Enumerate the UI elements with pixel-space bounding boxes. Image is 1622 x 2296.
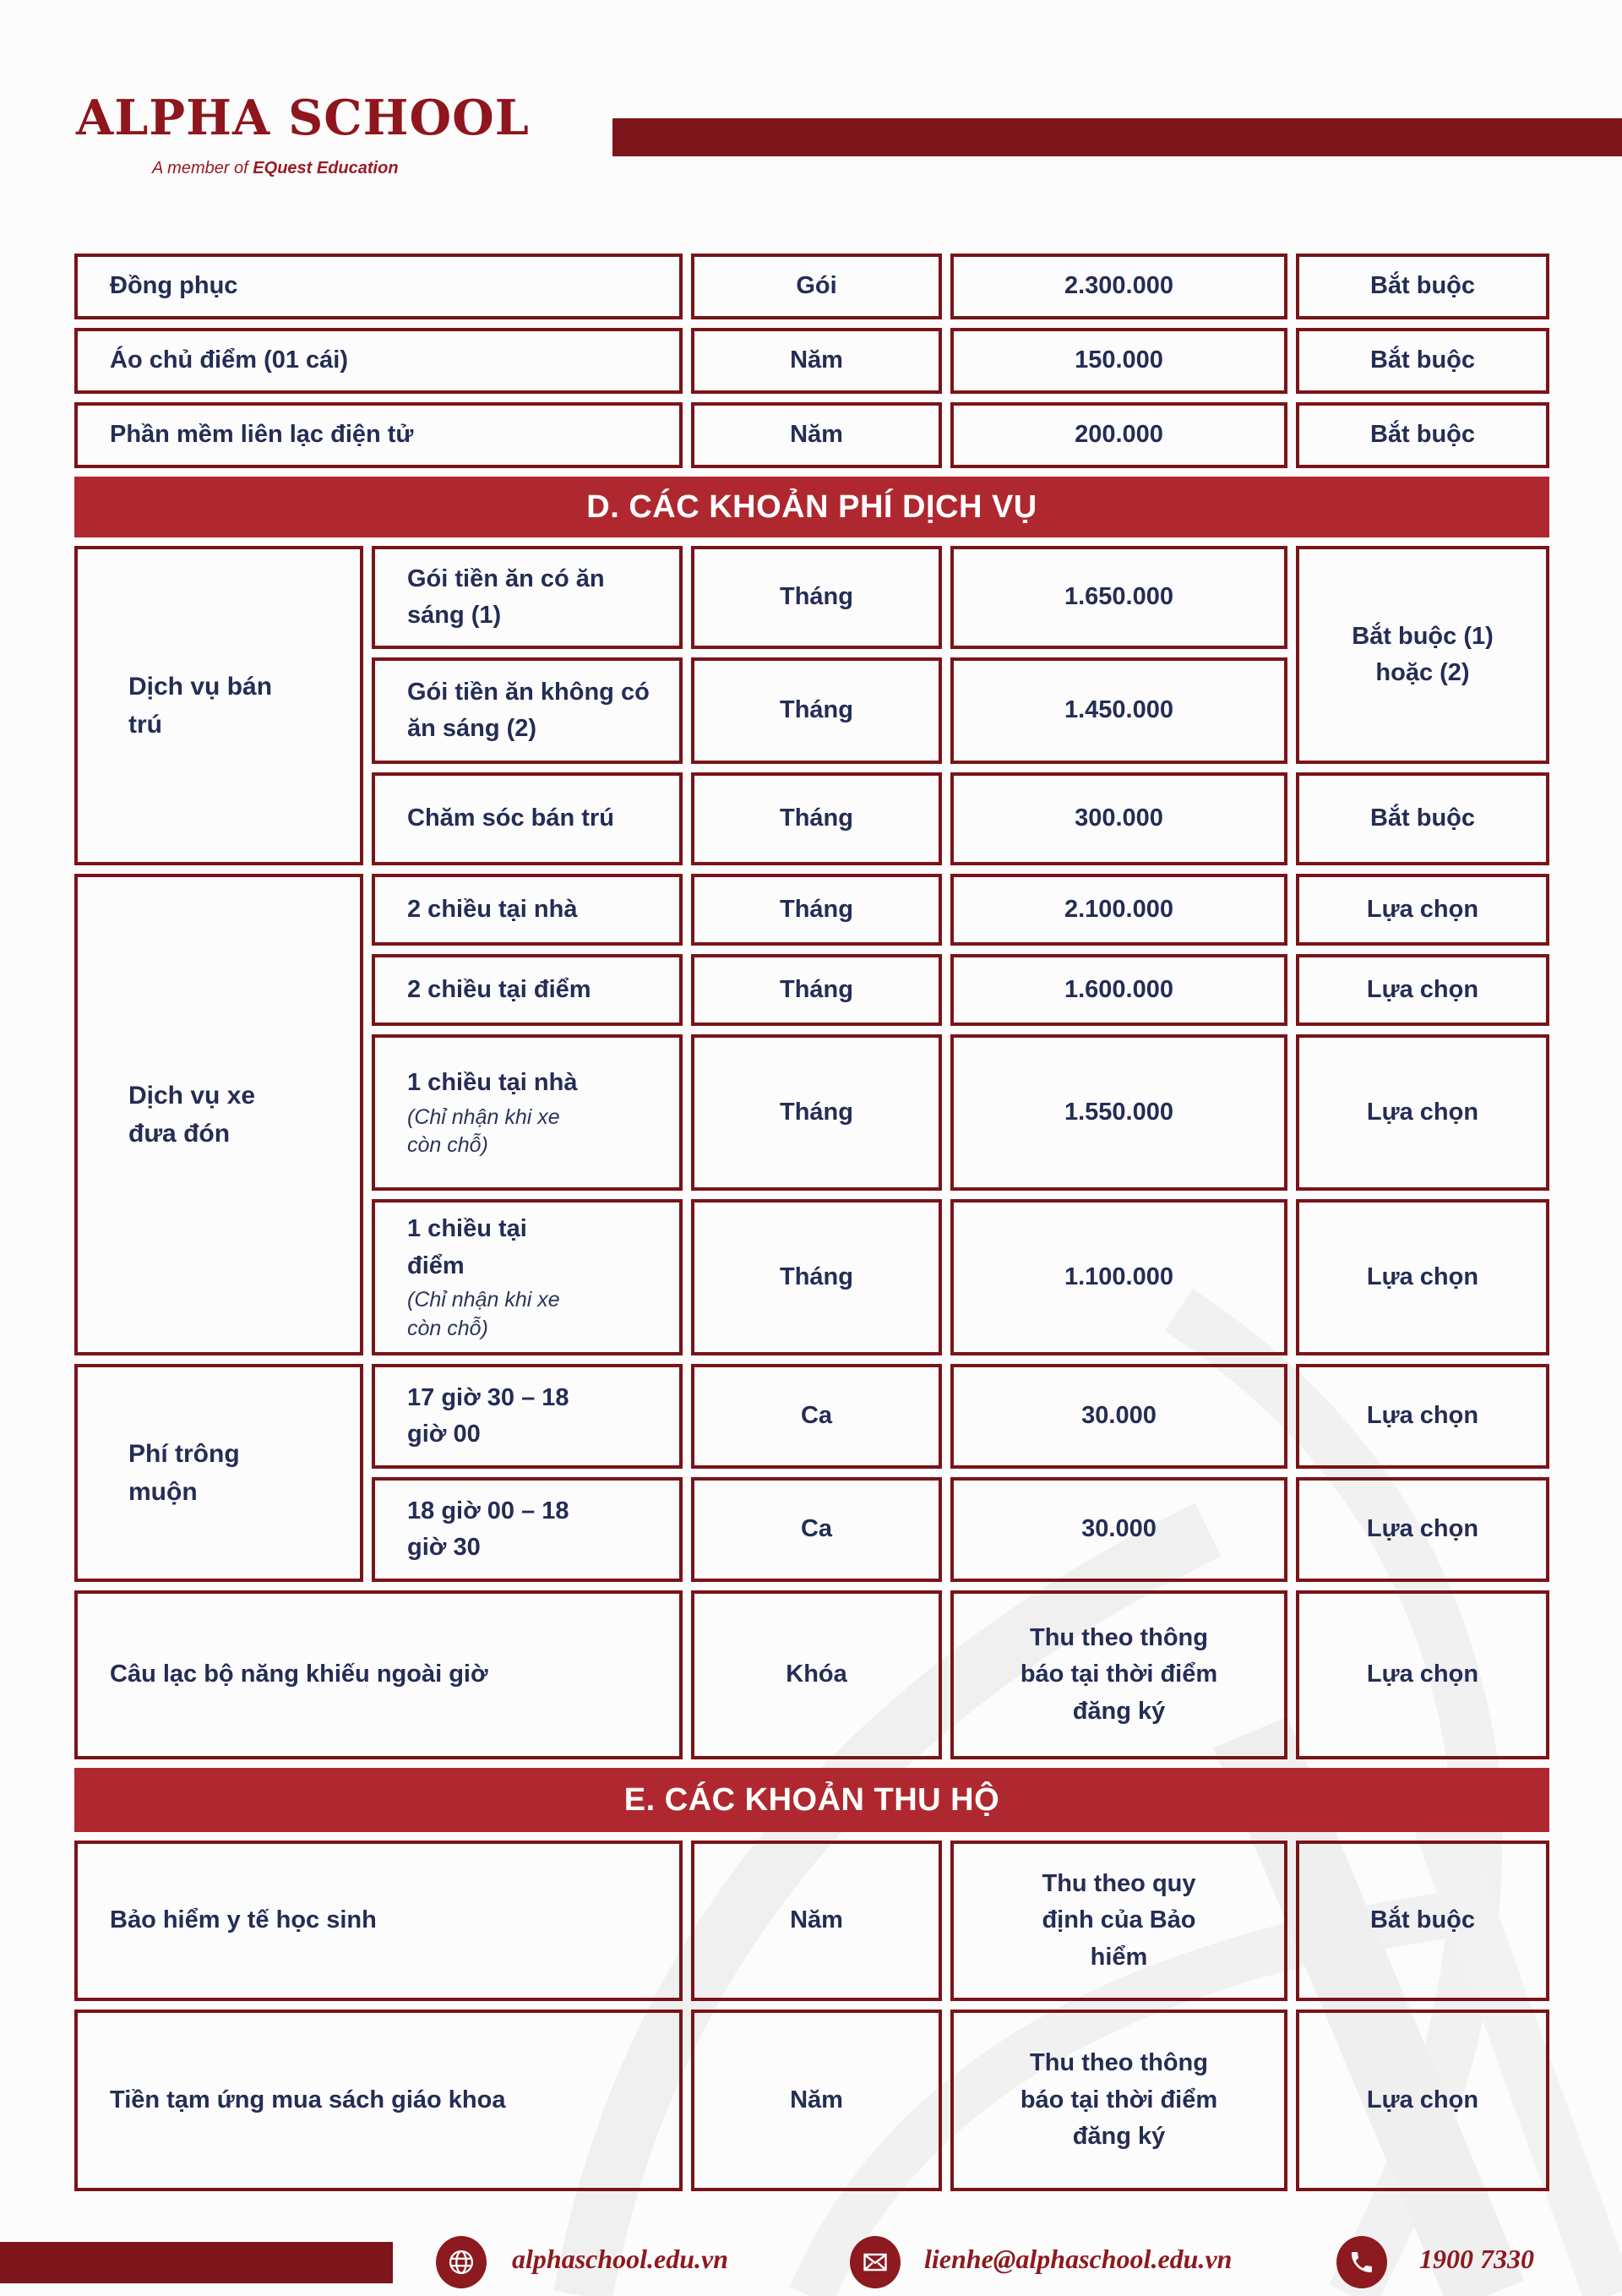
- fee-item-cell: Gói tiền ăn có ăn sáng (1): [372, 546, 683, 649]
- school-logo-subtitle: A member of EQuest Education: [152, 159, 399, 178]
- fee-unit-cell: Năm: [691, 402, 942, 468]
- fee-item-cell: 18 giờ 00 – 18 giờ 30: [372, 1477, 683, 1582]
- fee-item-note: (Chỉ nhận khi xe còn chỗ): [407, 1288, 560, 1340]
- fee-required-cell: Lựa chọn: [1296, 874, 1549, 946]
- logo-subtitle-brand: EQuest Education: [253, 159, 399, 177]
- mail-icon: [850, 2236, 901, 2288]
- fee-unit-cell: Năm: [691, 2010, 942, 2191]
- fee-amount-cell: 1.100.000: [950, 1199, 1287, 1355]
- fee-table: Đồng phục Gói 2.300.000 Bắt buộc Áo chủ …: [74, 254, 1550, 2191]
- fee-required-cell: Lựa chọn: [1296, 1364, 1549, 1469]
- fee-item-cell: 2 chiều tại điểm: [372, 954, 683, 1026]
- fee-unit-cell: Tháng: [691, 874, 942, 946]
- fee-unit-cell: Gói: [691, 254, 942, 319]
- fee-required-cell: Bắt buộc: [1296, 772, 1549, 865]
- fee-unit-cell: Tháng: [691, 1199, 942, 1355]
- fee-required-cell: Bắt buộc: [1296, 402, 1549, 468]
- fee-unit-cell: Tháng: [691, 772, 942, 865]
- fee-item-cell: Chăm sóc bán trú: [372, 772, 683, 865]
- header-accent-bar: [612, 118, 1622, 156]
- fee-required-cell: Lựa chọn: [1296, 2010, 1549, 2191]
- fee-amount-cell: 1.550.000: [950, 1034, 1287, 1191]
- fee-amount-cell: 30.000: [950, 1477, 1287, 1582]
- fee-unit-cell: Tháng: [691, 954, 942, 1026]
- fee-item-cell: 2 chiều tại nhà: [372, 874, 683, 946]
- fee-item-cell: Bảo hiểm y tế học sinh: [74, 1841, 683, 2001]
- fee-unit-cell: Tháng: [691, 657, 942, 764]
- phone-icon: [1336, 2236, 1387, 2288]
- section-e-header: E. CÁC KHOẢN THU HỘ: [74, 1768, 1549, 1832]
- fee-group-cell-trong-muon: Phí trông muộn: [74, 1364, 363, 1582]
- fee-required-cell: Bắt buộc: [1296, 1841, 1549, 2001]
- fee-item-cell: 1 chiều tại điểm (Chỉ nhận khi xe còn chỗ…: [372, 1199, 683, 1355]
- footer-phone-link[interactable]: 1900 7330: [1419, 2244, 1534, 2274]
- fee-group-cell-ban-tru: Dịch vụ bán trú: [74, 546, 363, 865]
- fee-required-cell: Bắt buộc: [1296, 254, 1549, 319]
- fee-amount-cell: 300.000: [950, 772, 1287, 865]
- fee-item-cell: Áo chủ điểm (01 cái): [74, 328, 683, 394]
- fee-required-cell: Lựa chọn: [1296, 1199, 1549, 1355]
- fee-required-merged-cell: Bắt buộc (1) hoặc (2): [1296, 546, 1549, 764]
- fee-item-cell: Tiền tạm ứng mua sách giáo khoa: [74, 2010, 683, 2191]
- fee-item-cell: 17 giờ 30 – 18 giờ 00: [372, 1364, 683, 1469]
- fee-group-cell-xe-dua-don: Dịch vụ xe đưa đón: [74, 874, 363, 1355]
- school-logo-title: ALPHA SCHOOL: [76, 90, 530, 146]
- footer-website-link[interactable]: alphaschool.edu.vn: [512, 2244, 729, 2274]
- fee-amount-cell: 2.100.000: [950, 874, 1287, 946]
- footer-accent-bar: [0, 2242, 393, 2283]
- fee-unit-cell: Ca: [691, 1477, 942, 1582]
- fee-required-cell: Lựa chọn: [1296, 1477, 1549, 1582]
- fee-unit-cell: Tháng: [691, 1034, 942, 1191]
- fee-item-cell: Phần mềm liên lạc điện tử: [74, 402, 683, 468]
- fee-required-cell: Lựa chọn: [1296, 1590, 1549, 1759]
- fee-item-note: (Chỉ nhận khi xe còn chỗ): [407, 1104, 560, 1158]
- fee-amount-cell: 1.450.000: [950, 657, 1287, 764]
- section-d-header: D. CÁC KHOẢN PHÍ DỊCH VỤ: [74, 477, 1549, 537]
- fee-required-cell: Lựa chọn: [1296, 954, 1549, 1026]
- fee-amount-cell: Thu theo thông báo tại thời điểm đăng ký: [950, 1590, 1287, 1759]
- fee-amount-cell: 30.000: [950, 1364, 1287, 1469]
- fee-amount-cell: 1.600.000: [950, 954, 1287, 1026]
- fee-amount-cell: 200.000: [950, 402, 1287, 468]
- globe-icon: [436, 2236, 487, 2288]
- footer-email-link[interactable]: lienhe@alphaschool.edu.vn: [924, 2244, 1233, 2274]
- fee-amount-cell: Thu theo thông báo tại thời điểm đăng ký: [950, 2010, 1287, 2191]
- fee-amount-cell: 150.000: [950, 328, 1287, 394]
- fee-item-cell: 1 chiều tại nhà (Chỉ nhận khi xe còn chỗ): [372, 1034, 683, 1191]
- fee-required-cell: Lựa chọn: [1296, 1034, 1549, 1191]
- fee-amount-cell: Thu theo quy định của Bảo hiểm: [950, 1841, 1287, 2001]
- fee-unit-cell: Tháng: [691, 546, 942, 649]
- fee-unit-cell: Năm: [691, 328, 942, 394]
- fee-amount-cell: 2.300.000: [950, 254, 1287, 319]
- logo-subtitle-prefix: A member of: [152, 159, 253, 177]
- fee-amount-cell: 1.650.000: [950, 546, 1287, 649]
- fee-item-cell: Gói tiền ăn không có ăn sáng (2): [372, 657, 683, 764]
- fee-unit-cell: Ca: [691, 1364, 942, 1469]
- fee-item-cell: Câu lạc bộ năng khiếu ngoài giờ: [74, 1590, 683, 1759]
- fee-required-cell: Bắt buộc: [1296, 328, 1549, 394]
- fee-unit-cell: Năm: [691, 1841, 942, 2001]
- fee-unit-cell: Khóa: [691, 1590, 942, 1759]
- fee-item-cell: Đồng phục: [74, 254, 683, 319]
